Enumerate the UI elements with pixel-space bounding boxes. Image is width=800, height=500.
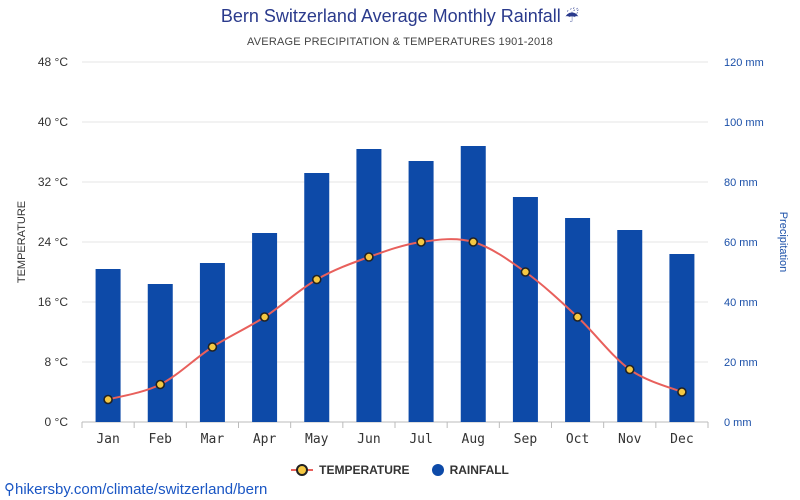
temperature-point (259, 312, 270, 322)
x-tick-label: Dec (670, 432, 693, 447)
circle-marker-icon (431, 464, 444, 476)
temperature-point (677, 387, 687, 397)
temperature-point (311, 274, 322, 285)
rainfall-bar (304, 173, 330, 422)
y-tick-label-right: 100 mm (724, 117, 764, 129)
chart-title-text: Bern Switzerland Average Monthly Rainfal… (220, 6, 561, 26)
y-tick-label-left: 8 °C (45, 355, 69, 369)
legend-item-rainfall[interactable]: RAINFALL (431, 463, 509, 477)
x-tick-label: Nov (618, 432, 642, 447)
y-tick-label-left: 40 °C (38, 115, 68, 129)
legend-label-temperature: TEMPERATURE (319, 463, 410, 477)
umbrella-icon: ☔ (564, 9, 580, 26)
temperature-line (107, 238, 683, 401)
location-pin-icon: ⚲ (4, 481, 15, 498)
rainfall-temperature-chart: 0 °C 0 mm 8 °C 20 mm 16 °C 40 mm 24 °C 60 mm 32 … (16, 55, 789, 447)
x-tick-label: May (305, 432, 329, 447)
y-axis-label-left: TEMPERATURE (16, 201, 28, 283)
y-tick-label-left: 48 °C (38, 55, 68, 69)
temperature-point (364, 252, 374, 262)
legend-item-temperature[interactable]: TEMPERATURE (291, 463, 410, 477)
x-tick-label: Oct (566, 432, 589, 447)
x-tick-label: Jan (96, 432, 119, 447)
x-tick-label: Jul (409, 432, 432, 447)
y-tick-label-right: 40 mm (724, 297, 758, 309)
temperature-point (624, 364, 635, 375)
x-tick-label: Sep (514, 432, 538, 447)
rainfall-bar (356, 149, 382, 422)
temperature-point (572, 312, 583, 322)
chart-subtitle: AVERAGE PRECIPITATION & TEMPERATURES 190… (247, 36, 553, 48)
temperature-point (155, 379, 166, 390)
rainfall-bar (252, 233, 278, 422)
source-link[interactable]: ⚲hikersby.com/climate/switzerland/bern (4, 480, 267, 498)
line-marker-icon (291, 464, 314, 476)
legend-label-rainfall: RAINFALL (449, 463, 509, 477)
temperature-point (468, 237, 479, 247)
temperature-point (416, 237, 426, 247)
x-tick-label: Apr (253, 432, 277, 447)
source-link-text: hikersby.com/climate/switzerland/bern (15, 481, 268, 498)
rainfall-bar (408, 161, 434, 422)
y-tick-label-left: 16 °C (38, 295, 68, 309)
chart-title: Bern Switzerland Average Monthly Rainfal… (0, 6, 800, 27)
rainfall-bar (512, 197, 538, 422)
y-tick-label-right: 60 mm (724, 237, 758, 249)
y-tick-label-right: 20 mm (724, 357, 758, 369)
temperature-point (207, 342, 218, 352)
rainfall-bar (147, 284, 173, 422)
y-axis-label-right: Precipitation (777, 212, 789, 273)
legend: TEMPERATURE RAINFALL (0, 463, 800, 477)
x-tick-label: Aug (462, 432, 485, 447)
y-tick-label-right: 80 mm (724, 177, 758, 189)
rainfall-bar (617, 230, 643, 422)
x-tick-label: Jun (357, 432, 380, 447)
y-tick-label-right: 0 mm (724, 417, 752, 429)
y-tick-label-left: 32 °C (38, 175, 68, 189)
y-tick-label-right: 120 mm (724, 57, 764, 69)
x-tick-label: Feb (149, 432, 173, 447)
y-tick-label-left: 0 °C (45, 415, 69, 429)
x-tick-label: Mar (201, 432, 225, 447)
y-tick-label-left: 24 °C (38, 235, 68, 249)
temperature-point (520, 267, 531, 277)
rainfall-bar (460, 146, 486, 422)
temperature-point (103, 394, 113, 405)
